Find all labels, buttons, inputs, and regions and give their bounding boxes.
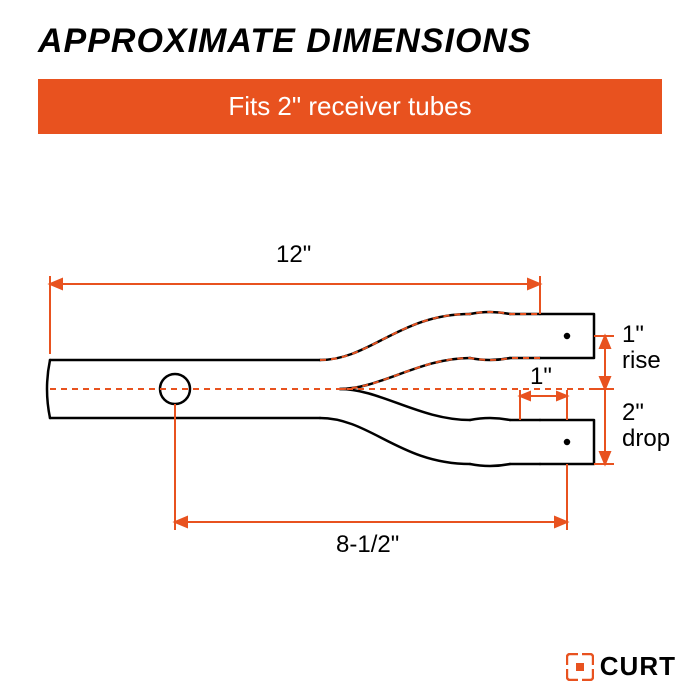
- dimension-diagram: 12" 8-1/2" 1" rise 2" drop 1": [0, 164, 700, 604]
- logo-text: CURT: [600, 651, 676, 682]
- dim-drop-value: 2": [622, 400, 644, 426]
- dim-length-bottom: 8-1/2": [336, 532, 399, 558]
- dim-rise-value: 1": [622, 322, 644, 348]
- dim-length-top: 12": [276, 242, 311, 268]
- dim-drop-label: drop: [622, 426, 670, 452]
- logo-icon: [566, 653, 594, 681]
- dim-rise-label: rise: [622, 348, 661, 374]
- brand-logo: CURT: [566, 651, 676, 682]
- fit-banner: Fits 2" receiver tubes: [38, 79, 662, 134]
- page-title: APPROXIMATE DIMENSIONS: [0, 0, 700, 71]
- dim-one-inch: 1": [530, 364, 552, 390]
- dashed-alt-outline: [50, 312, 594, 389]
